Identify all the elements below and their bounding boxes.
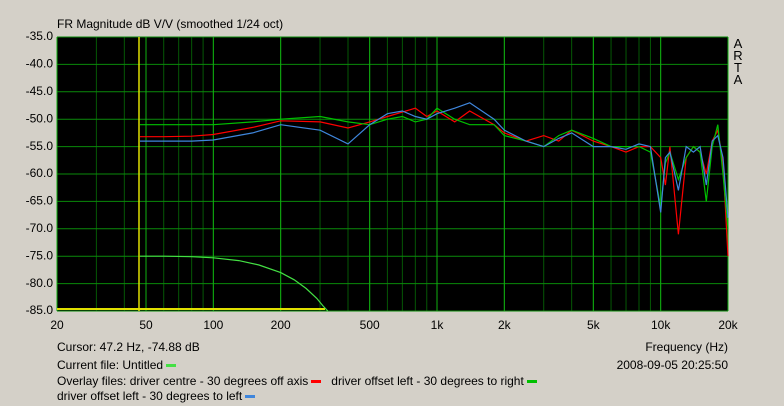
x-tick-label: 100 (203, 318, 223, 332)
x-tick-label: 1k (431, 318, 445, 332)
y-tick-label: -45.0 (26, 84, 54, 98)
x-tick-label: 10k (651, 318, 671, 332)
y-tick-label: -70.0 (26, 221, 54, 235)
y-tick-label: -75.0 (26, 248, 54, 262)
x-tick-label: 200 (271, 318, 291, 332)
y-tick-label: -55.0 (26, 139, 54, 153)
y-tick-label: -85.0 (26, 303, 54, 317)
current-line (140, 255, 329, 312)
x-axis-label: Frequency (Hz) (645, 340, 728, 354)
y-tick-label: -40.0 (26, 57, 54, 71)
legend-entry: driver centre - 30 degrees off axis (129, 374, 309, 388)
y-tick-label: -35.0 (26, 29, 54, 43)
cursor-readout: Cursor: 47.2 Hz, -74.88 dB (57, 340, 200, 354)
y-tick-label: -80.0 (26, 276, 54, 290)
legend-entry: Untitled (122, 358, 164, 372)
overlay-label: Overlay files: (57, 374, 127, 388)
overlay-files-2: driver offset left - 30 degrees to left (57, 389, 256, 403)
overlay-files: Overlay files: driver centre - 30 degree… (57, 374, 537, 388)
chart-title: FR Magnitude dB V/V (smoothed 1/24 oct) (57, 17, 283, 31)
legend-swatch (311, 380, 322, 384)
y-tick-label: -60.0 (26, 166, 54, 180)
timestamp: 2008-09-05 20:25:50 (616, 358, 728, 372)
legend-swatch (245, 395, 256, 399)
x-tick-label: 500 (360, 318, 380, 332)
series-line (140, 102, 729, 218)
x-tick-label: 20k (718, 318, 738, 332)
x-tick-label: 5k (587, 318, 601, 332)
current-label: Current file: (57, 358, 120, 372)
legend-entry: driver offset left - 30 degrees to left (57, 389, 243, 403)
x-tick-label: 50 (139, 318, 153, 332)
x-tick-label: 2k (498, 318, 512, 332)
current-file: Current file: Untitled (57, 358, 177, 372)
y-tick-label: -65.0 (26, 194, 54, 208)
y-tick-label: -50.0 (26, 111, 54, 125)
legend-swatch (166, 364, 177, 368)
brand: ARTA (733, 36, 743, 87)
legend-entry: driver offset left - 30 degrees to right (331, 374, 524, 388)
x-tick-label: 20 (50, 318, 64, 332)
legend-swatch (526, 380, 537, 384)
